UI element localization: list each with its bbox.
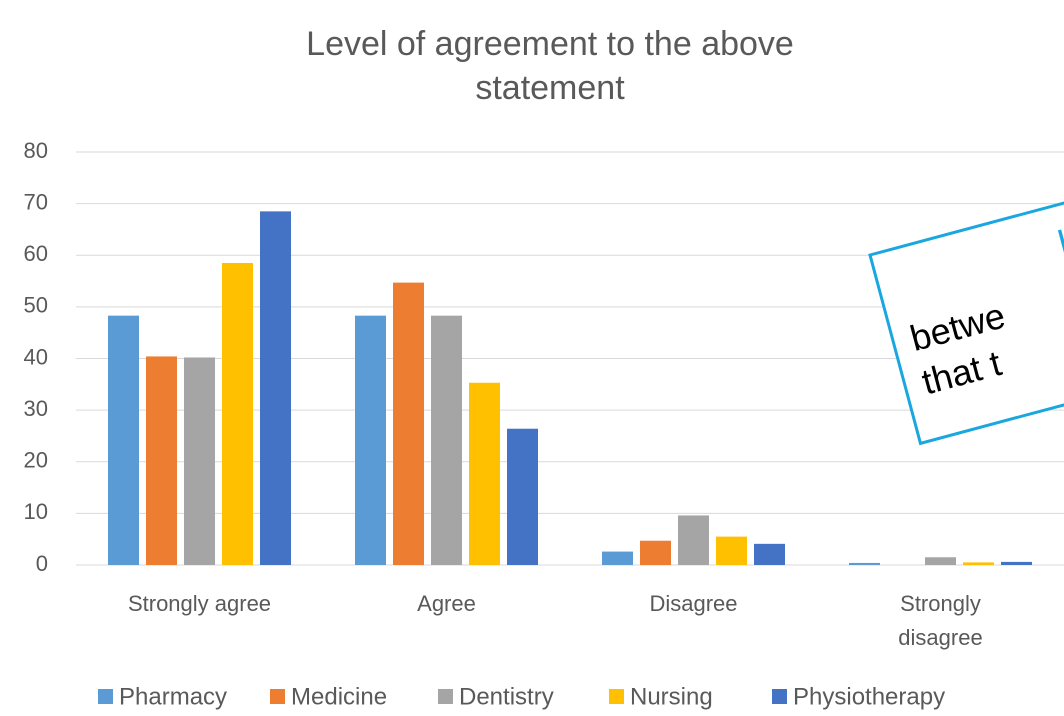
y-tick-label: 30	[24, 396, 48, 421]
bar	[640, 540, 671, 565]
callout-text: H	[1053, 216, 1064, 262]
y-tick-label: 10	[24, 499, 48, 524]
legend-swatch	[772, 689, 787, 704]
x-tick-label: Agree	[417, 591, 476, 616]
bar	[602, 551, 633, 565]
y-tick-label: 80	[24, 138, 48, 163]
y-tick-label: 40	[24, 344, 48, 369]
callout: H betwe that t	[868, 144, 1064, 446]
bar	[184, 357, 215, 565]
bar	[146, 356, 177, 565]
legend-swatch	[270, 689, 285, 704]
bar	[716, 536, 747, 565]
bar	[507, 428, 538, 565]
legend-label: Pharmacy	[119, 683, 227, 710]
x-tick-label: Disagree	[649, 591, 737, 616]
y-tick-label: 0	[36, 551, 48, 576]
x-tick-label: Strongly disagree	[898, 591, 982, 650]
x-tick-label: Strongly agree	[128, 591, 271, 616]
legend-swatch	[98, 689, 113, 704]
legend-label: Nursing	[630, 683, 713, 710]
callout-box	[868, 144, 1064, 446]
y-tick-label: 20	[24, 448, 48, 473]
bar	[355, 315, 386, 565]
bar	[849, 562, 880, 565]
bar	[754, 543, 785, 565]
legend-swatch	[438, 689, 453, 704]
legend-label: Physiotherapy	[793, 683, 945, 710]
bar	[108, 315, 139, 565]
bar	[925, 557, 956, 565]
bar	[469, 382, 500, 565]
chart-title: Level of agreement to the above statement	[306, 25, 794, 107]
y-tick-label: 50	[24, 293, 48, 318]
bar	[678, 515, 709, 565]
y-tick-label: 60	[24, 241, 48, 266]
bar	[1001, 561, 1032, 565]
bar	[393, 282, 424, 565]
bar	[222, 262, 253, 565]
bar	[431, 315, 462, 565]
bar	[260, 211, 291, 565]
legend-label: Dentistry	[459, 683, 554, 710]
legend-label: Medicine	[291, 683, 387, 710]
y-tick-label: 70	[24, 189, 48, 214]
legend-swatch	[609, 689, 624, 704]
bar	[963, 562, 994, 565]
